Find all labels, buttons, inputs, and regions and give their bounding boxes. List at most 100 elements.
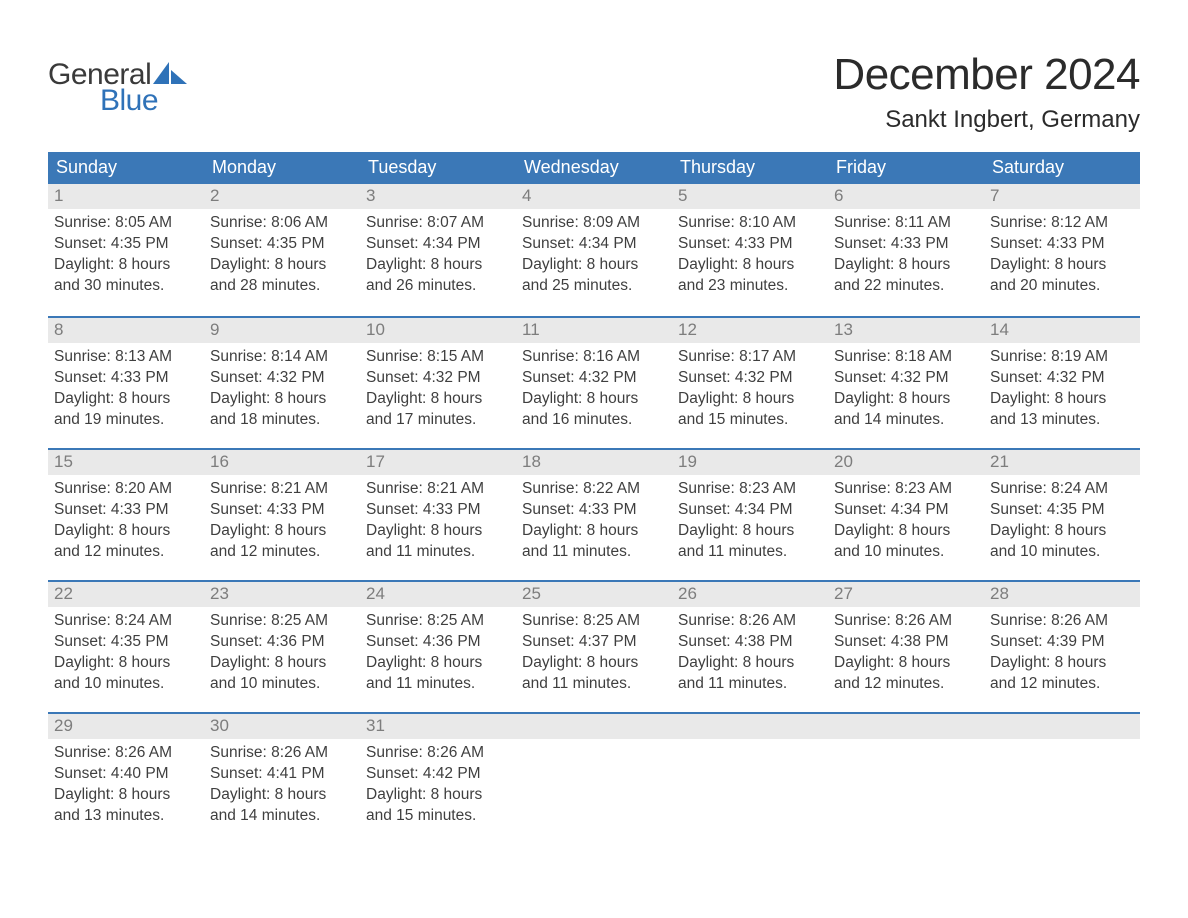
daylight-line-2: and 12 minutes. xyxy=(210,542,354,563)
daylight-line-1: Daylight: 8 hours xyxy=(210,521,354,542)
daylight-line-2: and 15 minutes. xyxy=(678,410,822,431)
day-number: 18 xyxy=(516,450,672,475)
week-row: 1Sunrise: 8:05 AMSunset: 4:35 PMDaylight… xyxy=(48,184,1140,316)
sunrise-line: Sunrise: 8:06 AM xyxy=(210,213,354,234)
day-cell: 25Sunrise: 8:25 AMSunset: 4:37 PMDayligh… xyxy=(516,582,672,712)
day-cell: 23Sunrise: 8:25 AMSunset: 4:36 PMDayligh… xyxy=(204,582,360,712)
daylight-line-1: Daylight: 8 hours xyxy=(210,785,354,806)
daylight-line-2: and 10 minutes. xyxy=(990,542,1134,563)
day-body: Sunrise: 8:25 AMSunset: 4:36 PMDaylight:… xyxy=(360,607,516,707)
day-body: Sunrise: 8:14 AMSunset: 4:32 PMDaylight:… xyxy=(204,343,360,443)
sunrise-line: Sunrise: 8:26 AM xyxy=(210,743,354,764)
daylight-line-2: and 30 minutes. xyxy=(54,276,198,297)
dow-cell: Tuesday xyxy=(360,152,516,184)
day-body: Sunrise: 8:06 AMSunset: 4:35 PMDaylight:… xyxy=(204,209,360,309)
sunrise-line: Sunrise: 8:16 AM xyxy=(522,347,666,368)
daylight-line-1: Daylight: 8 hours xyxy=(210,653,354,674)
day-cell: 7Sunrise: 8:12 AMSunset: 4:33 PMDaylight… xyxy=(984,184,1140,316)
day-cell: 2Sunrise: 8:06 AMSunset: 4:35 PMDaylight… xyxy=(204,184,360,316)
day-cell: 11Sunrise: 8:16 AMSunset: 4:32 PMDayligh… xyxy=(516,318,672,448)
daylight-line-1: Daylight: 8 hours xyxy=(834,255,978,276)
day-body: Sunrise: 8:26 AMSunset: 4:41 PMDaylight:… xyxy=(204,739,360,839)
daylight-line-1: Daylight: 8 hours xyxy=(54,785,198,806)
sunset-line: Sunset: 4:38 PM xyxy=(834,632,978,653)
day-body xyxy=(516,739,672,819)
sunset-line: Sunset: 4:34 PM xyxy=(678,500,822,521)
sunset-line: Sunset: 4:36 PM xyxy=(366,632,510,653)
sunrise-line: Sunrise: 8:21 AM xyxy=(366,479,510,500)
sunrise-line: Sunrise: 8:15 AM xyxy=(366,347,510,368)
month-title: December 2024 xyxy=(833,50,1140,100)
day-number: 29 xyxy=(48,714,204,739)
day-cell: 30Sunrise: 8:26 AMSunset: 4:41 PMDayligh… xyxy=(204,714,360,844)
sunset-line: Sunset: 4:38 PM xyxy=(678,632,822,653)
logo-word-blue: Blue xyxy=(100,84,187,118)
day-number: 1 xyxy=(48,184,204,209)
sunset-line: Sunset: 4:33 PM xyxy=(54,500,198,521)
sunrise-line: Sunrise: 8:18 AM xyxy=(834,347,978,368)
day-body xyxy=(984,739,1140,819)
sunrise-line: Sunrise: 8:11 AM xyxy=(834,213,978,234)
day-number: 30 xyxy=(204,714,360,739)
day-cell: 10Sunrise: 8:15 AMSunset: 4:32 PMDayligh… xyxy=(360,318,516,448)
dow-cell: Wednesday xyxy=(516,152,672,184)
day-number: 6 xyxy=(828,184,984,209)
daylight-line-1: Daylight: 8 hours xyxy=(522,389,666,410)
sunrise-line: Sunrise: 8:12 AM xyxy=(990,213,1134,234)
daylight-line-1: Daylight: 8 hours xyxy=(522,255,666,276)
sunset-line: Sunset: 4:35 PM xyxy=(54,234,198,255)
sunrise-line: Sunrise: 8:25 AM xyxy=(210,611,354,632)
day-body: Sunrise: 8:25 AMSunset: 4:36 PMDaylight:… xyxy=(204,607,360,707)
daylight-line-2: and 28 minutes. xyxy=(210,276,354,297)
sunset-line: Sunset: 4:39 PM xyxy=(990,632,1134,653)
day-number: 21 xyxy=(984,450,1140,475)
sail-icon xyxy=(153,60,187,84)
header: General Blue December 2024 Sankt Ingbert… xyxy=(48,50,1140,134)
sunset-line: Sunset: 4:32 PM xyxy=(990,368,1134,389)
daylight-line-1: Daylight: 8 hours xyxy=(678,255,822,276)
sunset-line: Sunset: 4:32 PM xyxy=(678,368,822,389)
day-cell: 27Sunrise: 8:26 AMSunset: 4:38 PMDayligh… xyxy=(828,582,984,712)
day-number: 22 xyxy=(48,582,204,607)
day-number xyxy=(984,714,1140,739)
day-body: Sunrise: 8:11 AMSunset: 4:33 PMDaylight:… xyxy=(828,209,984,309)
day-cell: 4Sunrise: 8:09 AMSunset: 4:34 PMDaylight… xyxy=(516,184,672,316)
day-cell: 5Sunrise: 8:10 AMSunset: 4:33 PMDaylight… xyxy=(672,184,828,316)
day-cell: 6Sunrise: 8:11 AMSunset: 4:33 PMDaylight… xyxy=(828,184,984,316)
sunset-line: Sunset: 4:42 PM xyxy=(366,764,510,785)
day-number: 7 xyxy=(984,184,1140,209)
sunset-line: Sunset: 4:32 PM xyxy=(210,368,354,389)
daylight-line-2: and 17 minutes. xyxy=(366,410,510,431)
daylight-line-2: and 10 minutes. xyxy=(54,674,198,695)
daylight-line-2: and 12 minutes. xyxy=(834,674,978,695)
sunset-line: Sunset: 4:33 PM xyxy=(678,234,822,255)
day-number: 12 xyxy=(672,318,828,343)
sunrise-line: Sunrise: 8:07 AM xyxy=(366,213,510,234)
day-body: Sunrise: 8:05 AMSunset: 4:35 PMDaylight:… xyxy=(48,209,204,309)
day-body: Sunrise: 8:15 AMSunset: 4:32 PMDaylight:… xyxy=(360,343,516,443)
day-body: Sunrise: 8:26 AMSunset: 4:38 PMDaylight:… xyxy=(828,607,984,707)
daylight-line-2: and 14 minutes. xyxy=(210,806,354,827)
day-body: Sunrise: 8:24 AMSunset: 4:35 PMDaylight:… xyxy=(48,607,204,707)
day-body: Sunrise: 8:21 AMSunset: 4:33 PMDaylight:… xyxy=(360,475,516,575)
daylight-line-1: Daylight: 8 hours xyxy=(366,255,510,276)
day-number: 24 xyxy=(360,582,516,607)
day-cell: 15Sunrise: 8:20 AMSunset: 4:33 PMDayligh… xyxy=(48,450,204,580)
daylight-line-2: and 16 minutes. xyxy=(522,410,666,431)
day-cell xyxy=(828,714,984,844)
day-number: 26 xyxy=(672,582,828,607)
day-number: 25 xyxy=(516,582,672,607)
day-number: 13 xyxy=(828,318,984,343)
day-body: Sunrise: 8:24 AMSunset: 4:35 PMDaylight:… xyxy=(984,475,1140,575)
day-cell xyxy=(984,714,1140,844)
daylight-line-2: and 11 minutes. xyxy=(678,674,822,695)
dow-cell: Saturday xyxy=(984,152,1140,184)
daylight-line-1: Daylight: 8 hours xyxy=(210,255,354,276)
sunrise-line: Sunrise: 8:21 AM xyxy=(210,479,354,500)
day-cell xyxy=(672,714,828,844)
day-body: Sunrise: 8:16 AMSunset: 4:32 PMDaylight:… xyxy=(516,343,672,443)
day-number: 27 xyxy=(828,582,984,607)
daylight-line-2: and 13 minutes. xyxy=(54,806,198,827)
day-number: 4 xyxy=(516,184,672,209)
sunrise-line: Sunrise: 8:26 AM xyxy=(678,611,822,632)
